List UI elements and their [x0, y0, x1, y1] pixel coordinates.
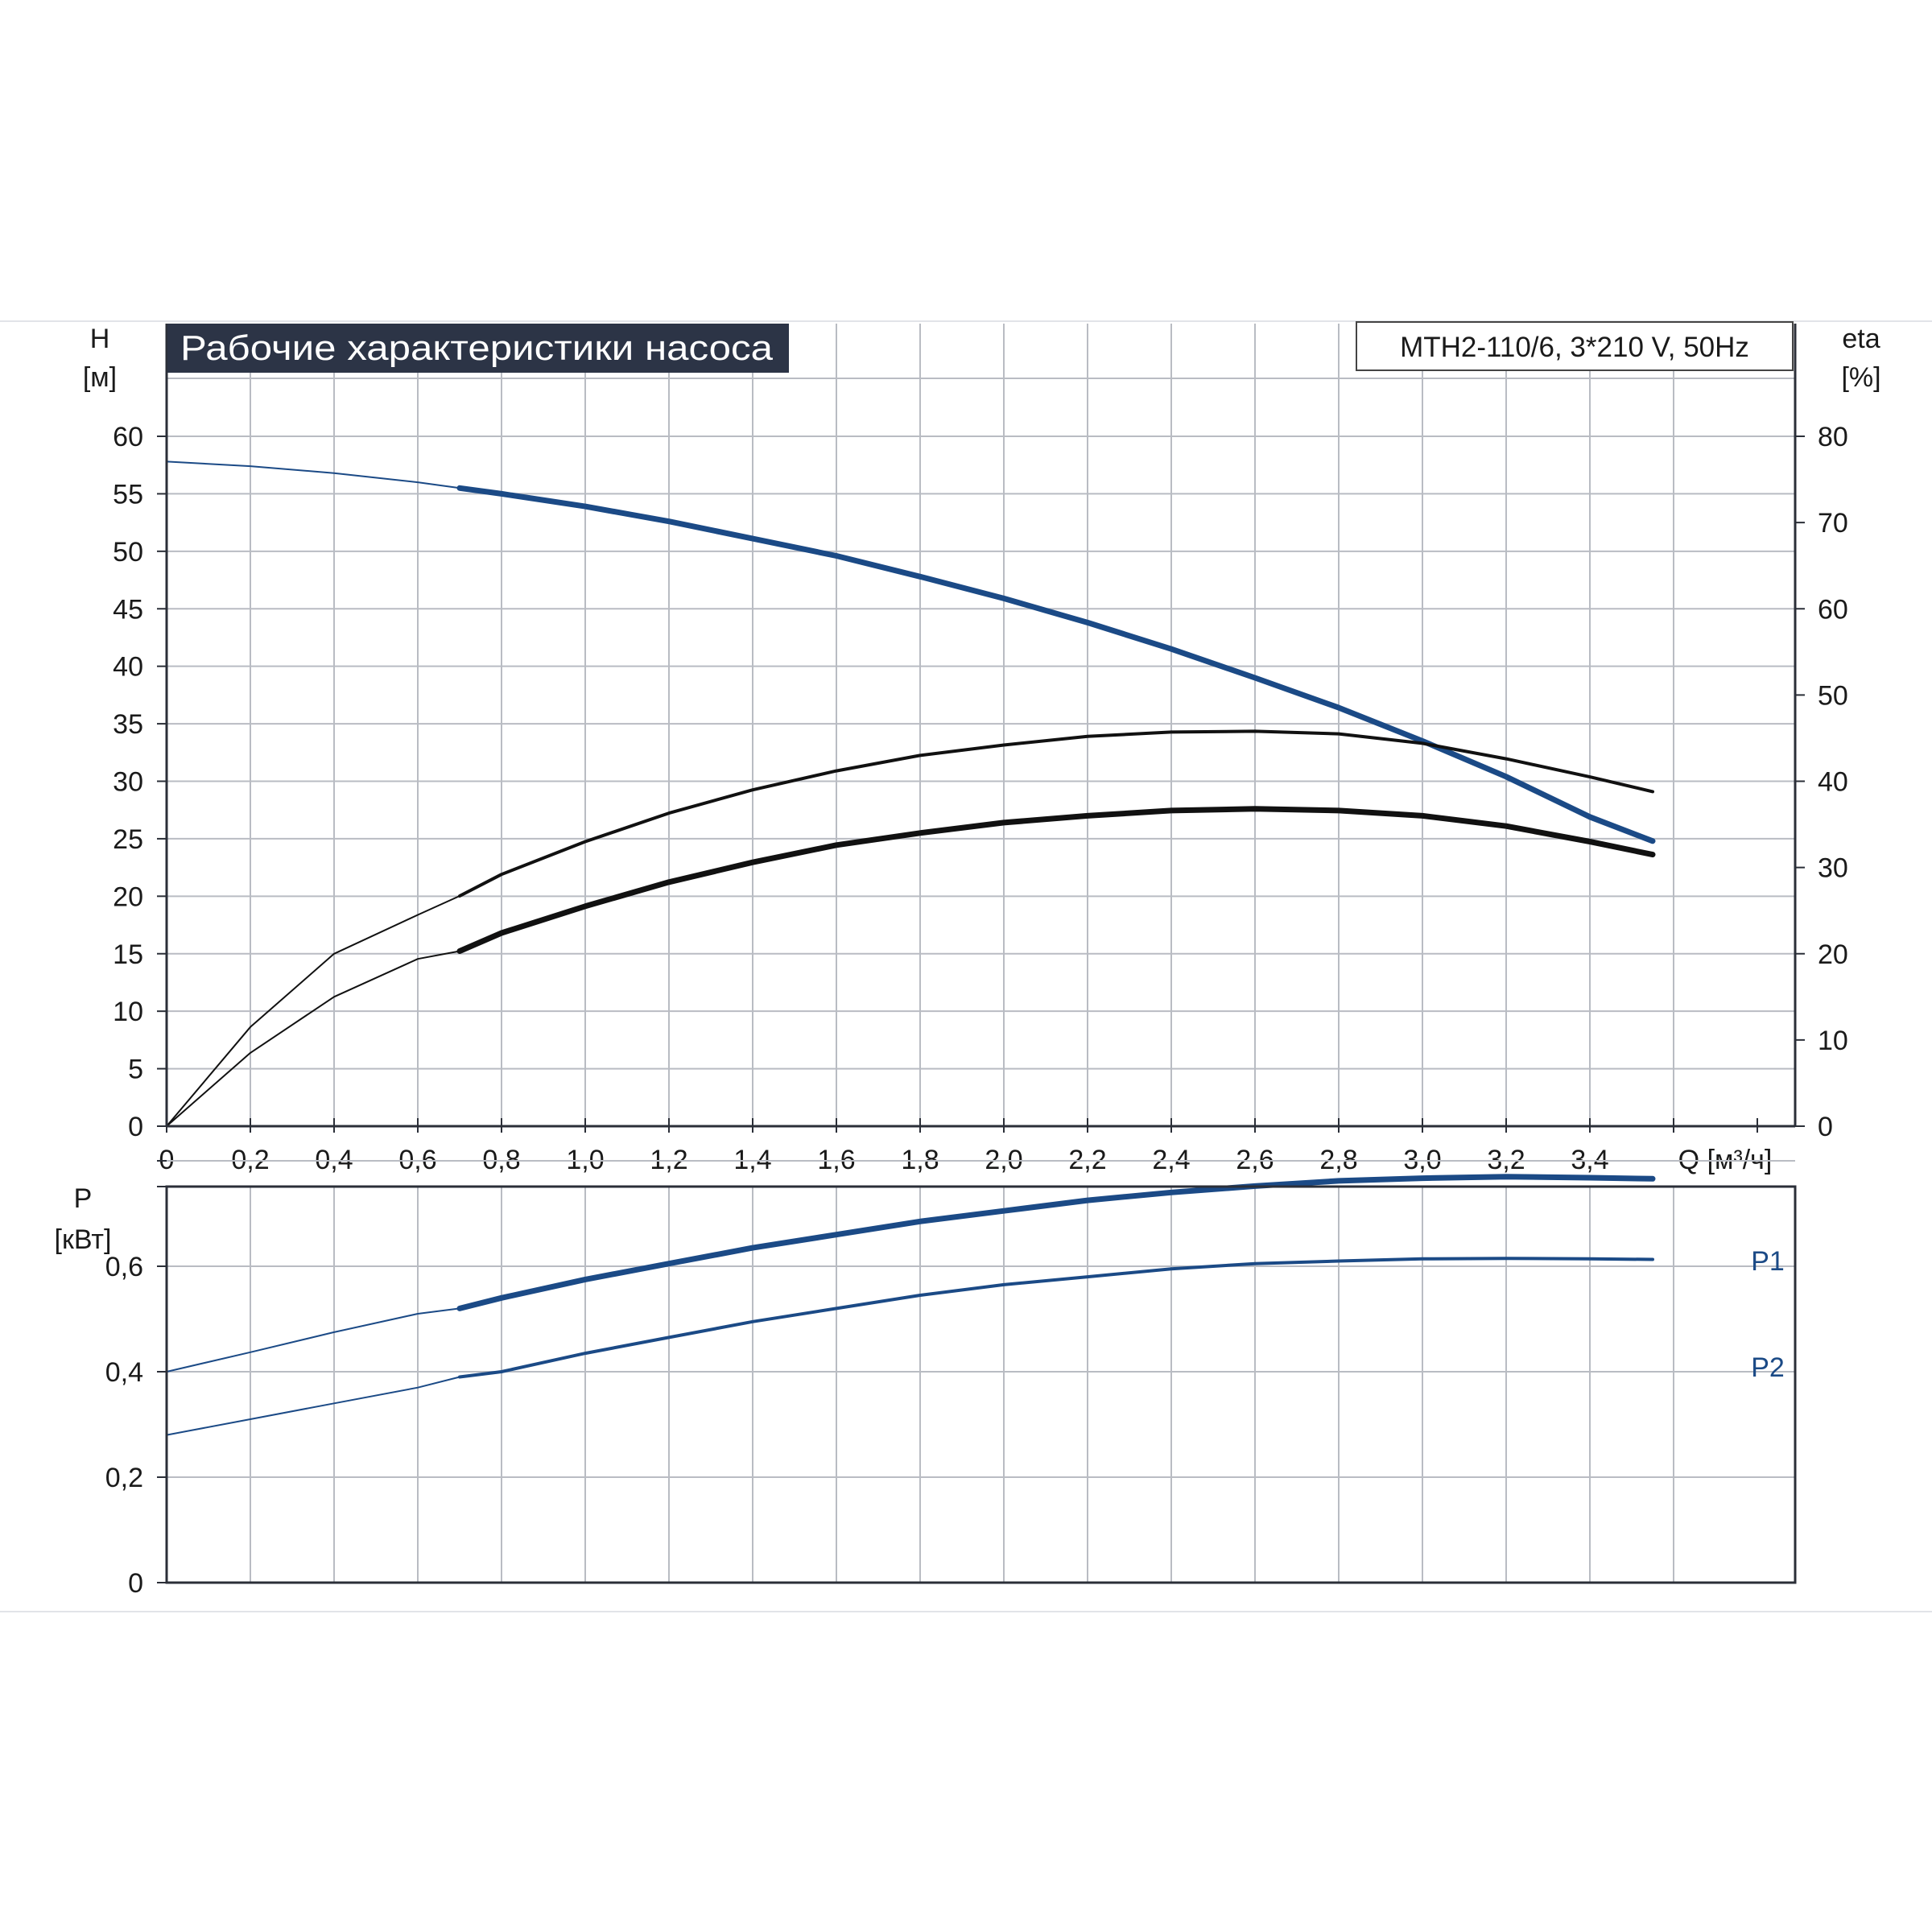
y-tick-label: 15: [113, 939, 143, 970]
head-curve: [456, 485, 1656, 844]
bottom-tick-labels: 0 0,2 0,4 0,6: [105, 1252, 143, 1599]
bottom-series: [166, 1174, 1656, 1436]
y-axis-unit: [м]: [83, 362, 117, 393]
top-grid: [167, 324, 1795, 1126]
power-tick-label: 0,4: [105, 1357, 143, 1388]
model-label: MTH2-110/6, 3*210 V, 50Hz: [1400, 332, 1749, 363]
legend-label-p2: P2: [1751, 1352, 1785, 1383]
bottom-axes: [157, 1160, 1797, 1584]
y2-axis-unit: [%]: [1841, 362, 1880, 393]
power-curve-p2-extension: [166, 1376, 460, 1436]
y2-axis-label: eta: [1842, 324, 1880, 354]
y-axis-label: H: [90, 324, 110, 354]
power-tick-label: 0,2: [105, 1463, 143, 1493]
y-tick-label: 30: [113, 767, 143, 798]
y-tick-label: 55: [113, 479, 143, 510]
top-series: [166, 460, 1656, 1127]
y-tick-label: 40: [113, 652, 143, 683]
bottom-grid: [167, 1160, 1795, 1583]
efficiency-curve-lower: [456, 806, 1656, 954]
y-tick-label: 10: [113, 997, 143, 1027]
y-tick-label: 60: [113, 422, 143, 452]
power-curve-p1-extension: [166, 1307, 460, 1373]
y2-tick-label: 10: [1818, 1026, 1848, 1056]
power-curve-p1: [456, 1174, 1656, 1311]
chart-title: Рабочие характеристики насоса: [180, 328, 774, 368]
efficiency-curve-upper: [458, 729, 1654, 898]
y2-tick-label: 50: [1818, 680, 1848, 711]
y-tick-label: 50: [113, 537, 143, 568]
power-axis-label: P: [74, 1183, 93, 1214]
y-tick-label: 5: [128, 1055, 143, 1085]
power-curve-p2: [458, 1257, 1654, 1379]
y-tick-label: 35: [113, 709, 143, 740]
bottom-plot-frame: [165, 1185, 1797, 1584]
y-tick-label: 25: [113, 824, 143, 855]
y-tick-label: 20: [113, 881, 143, 912]
y2-tick-label: 70: [1818, 508, 1848, 539]
title-banner: [167, 324, 789, 373]
efficiency-curve-lower-extension: [166, 950, 460, 1127]
y2-tick-label: 30: [1818, 853, 1848, 884]
y2-tick-label: 40: [1818, 767, 1848, 798]
power-axis-unit: [кВт]: [55, 1224, 112, 1255]
y-tick-label: 0: [128, 1112, 143, 1142]
bottom-panel: 0 0,2 0,4 0,6 P [кВт] P1 P2: [55, 1160, 1797, 1599]
top-axes: [157, 324, 1805, 1133]
efficiency-curve-upper-extension: [166, 895, 460, 1127]
y2-tick-label: 80: [1818, 422, 1848, 452]
y2-tick-label: 60: [1818, 594, 1848, 625]
power-tick-label: 0: [128, 1568, 143, 1599]
legend-label-p1: P1: [1751, 1246, 1785, 1277]
y2-tick-label: 20: [1818, 939, 1848, 970]
y-tick-label: 45: [113, 594, 143, 625]
power-tick-label: 0,6: [105, 1252, 143, 1282]
model-label-box: [1356, 321, 1794, 371]
head-curve-extension: [166, 460, 460, 489]
y2-tick-label: 0: [1818, 1112, 1833, 1142]
